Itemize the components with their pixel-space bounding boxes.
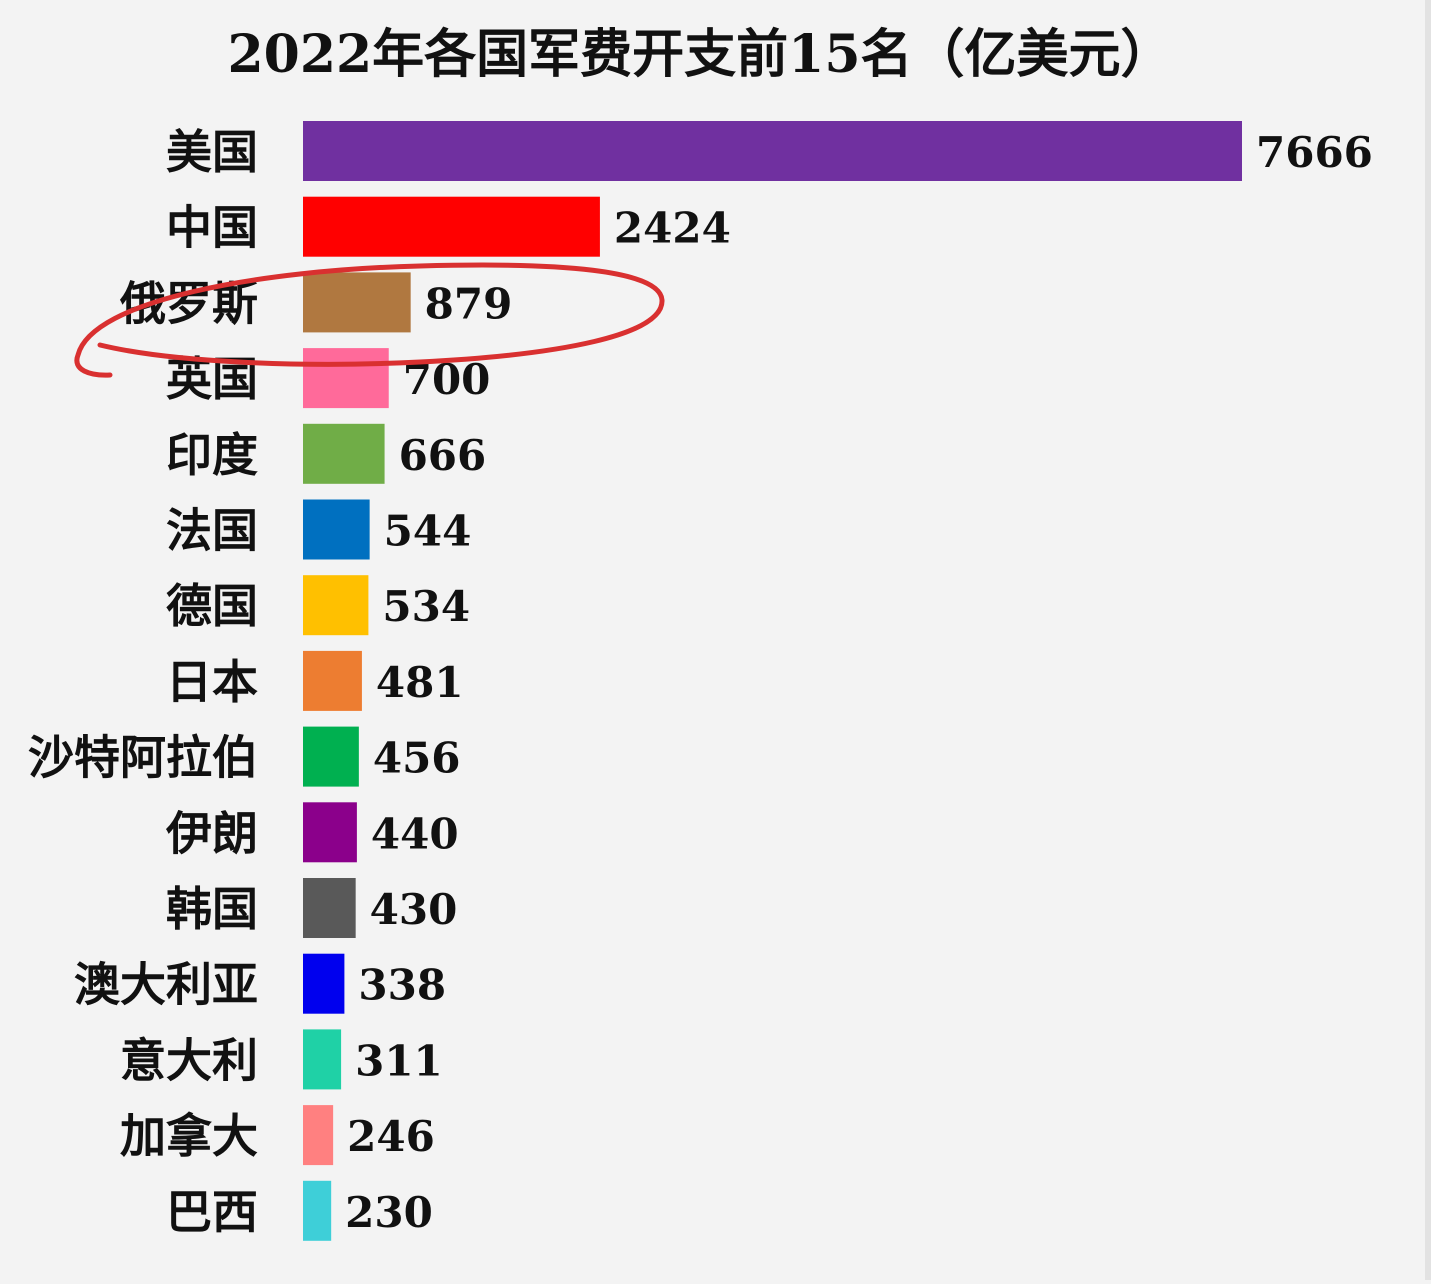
- bar: [303, 499, 370, 560]
- category-label: 伊朗: [165, 806, 258, 860]
- data-label: 2424: [614, 204, 731, 253]
- bar: [303, 575, 369, 636]
- bar: [303, 423, 385, 484]
- category-label: 巴西: [166, 1185, 258, 1239]
- bar: [303, 348, 389, 409]
- bar: [303, 121, 1242, 181]
- category-label: 意大利: [120, 1033, 258, 1087]
- bar: [303, 1180, 332, 1241]
- bar: [303, 650, 362, 711]
- category-label: 日本: [166, 655, 258, 709]
- category-label: 澳大利亚: [74, 958, 258, 1012]
- bar: [303, 878, 356, 938]
- highlight-circle-annotation: [74, 262, 665, 378]
- bar: [303, 802, 357, 863]
- category-label: 中国: [166, 201, 258, 255]
- category-label: 美国: [166, 125, 258, 179]
- bar: [303, 726, 359, 787]
- category-label: 德国: [166, 579, 258, 633]
- data-label: 456: [373, 734, 461, 783]
- bar: [303, 196, 600, 257]
- bar: [303, 272, 411, 333]
- data-label: 7666: [1256, 128, 1373, 177]
- chart-title: 2022年各国军费开支前15名（亿美元）: [227, 24, 1172, 85]
- data-label: 440: [371, 809, 459, 858]
- category-label: 印度: [166, 428, 258, 482]
- data-label: 544: [384, 507, 472, 556]
- data-label: 246: [347, 1112, 435, 1161]
- data-label: 311: [355, 1036, 443, 1085]
- category-label: 法国: [166, 504, 258, 558]
- data-label: 430: [370, 885, 458, 934]
- bar: [303, 1029, 342, 1090]
- data-label: 481: [376, 658, 464, 707]
- data-label: 666: [399, 431, 487, 480]
- data-label: 230: [345, 1188, 433, 1237]
- data-label: 534: [382, 582, 470, 631]
- category-label: 沙特阿拉伯: [28, 731, 258, 785]
- category-label: 韩国: [166, 882, 258, 936]
- image-border: [1425, 0, 1431, 1280]
- bar: [303, 953, 345, 1014]
- data-label: 879: [425, 279, 513, 328]
- category-label: 加拿大: [120, 1109, 258, 1163]
- data-label: 338: [358, 961, 446, 1010]
- bar: [303, 1105, 334, 1166]
